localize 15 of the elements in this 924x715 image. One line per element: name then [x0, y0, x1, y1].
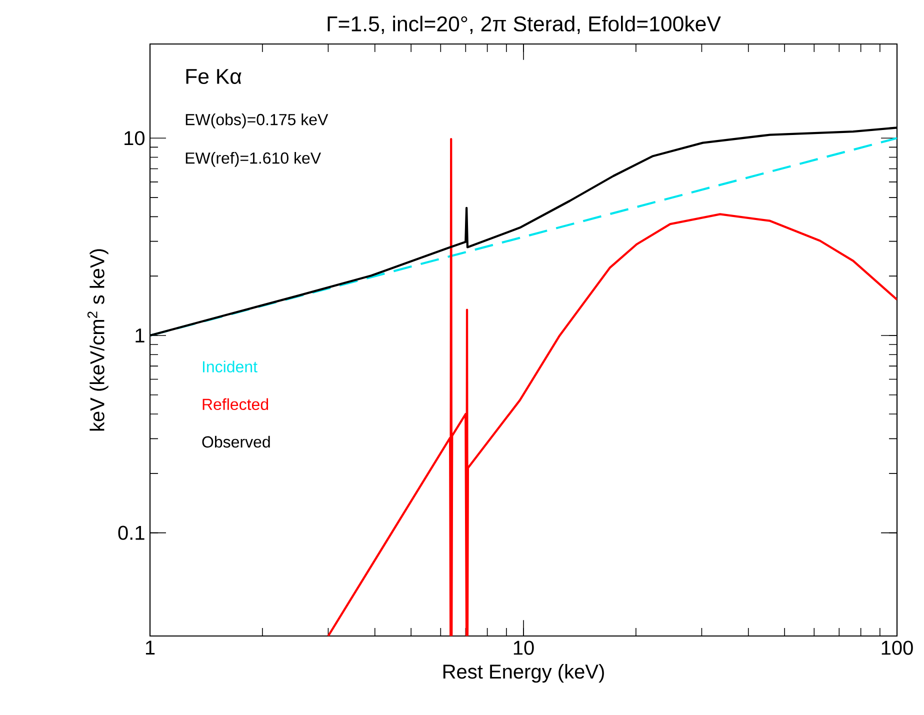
annotation: EW(ref)=1.610 keV	[186, 152, 321, 167]
x-tick-label: 10	[514, 640, 534, 655]
y-tick-label: 10	[124, 131, 144, 146]
y-axis-title: keV (keV/cm$^{2}$ s keV)	[87, 249, 108, 431]
chart-title: Γ=1.5, incl=20°, 2π Sterad, Efold=100keV	[328, 16, 721, 34]
annotation: EW(obs)=0.175 keV	[186, 114, 328, 128]
y-tick-label: 0.1	[118, 526, 144, 540]
x-tick-label: 100	[882, 640, 913, 655]
y-tick-label: 1	[136, 328, 144, 342]
x-tick-label: 1	[146, 640, 155, 654]
annotation: Fe Kα	[186, 69, 242, 84]
text: Observed	[202, 436, 270, 448]
text: Reflected	[202, 398, 268, 410]
x-axis-title: Rest Energy (keV)	[443, 664, 604, 683]
text: Incident	[202, 360, 258, 372]
